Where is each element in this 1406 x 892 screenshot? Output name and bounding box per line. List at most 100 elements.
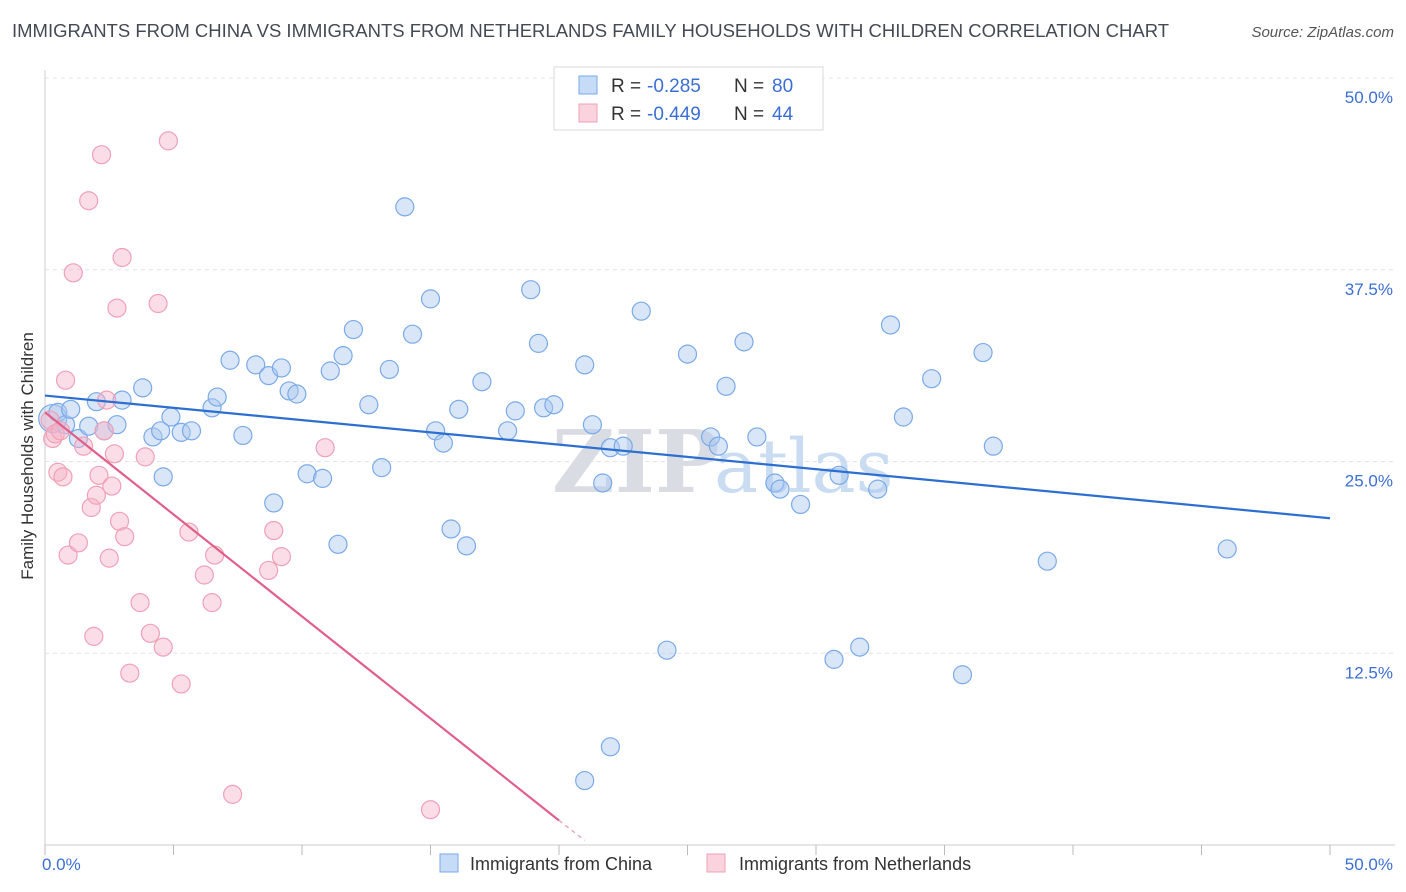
point-netherlands-21 — [104, 444, 124, 464]
legend-china-n-value: 80 — [772, 76, 793, 97]
point-china-38 — [420, 289, 441, 309]
top-legend: R = -0.285 N = 80 R = -0.449 N = 44 — [553, 66, 824, 131]
point-china-43 — [456, 536, 477, 556]
x-tick-label-1: 50.0% — [1345, 855, 1393, 874]
point-china-28 — [312, 468, 333, 488]
point-netherlands-40 — [264, 520, 284, 541]
point-china-66 — [790, 494, 811, 515]
point-netherlands-34 — [179, 522, 199, 542]
x-tick-label-0: 0.0% — [42, 855, 81, 874]
point-netherlands-16 — [91, 145, 112, 165]
point-china-77 — [1037, 551, 1057, 571]
watermark-zip: ZIP — [552, 412, 720, 513]
point-china-41 — [441, 519, 461, 539]
point-netherlands-11 — [79, 191, 99, 211]
point-china-51 — [575, 355, 595, 375]
trend-line-netherlands — [44, 411, 560, 822]
point-china-71 — [880, 315, 901, 335]
point-china-20 — [233, 425, 253, 446]
point-china-24 — [264, 493, 284, 513]
point-china-72 — [893, 407, 913, 427]
legend-china-r-label: R = — [611, 76, 641, 97]
point-china-67 — [824, 649, 844, 669]
point-china-3 — [61, 399, 81, 419]
point-netherlands-33 — [171, 674, 191, 694]
point-china-65 — [770, 479, 790, 499]
point-netherlands-8 — [63, 263, 83, 283]
point-netherlands-23 — [109, 511, 130, 531]
point-netherlands-20 — [102, 476, 122, 496]
point-china-40 — [433, 433, 453, 453]
legend-netherlands-r-label: R = — [611, 104, 641, 125]
point-netherlands-2 — [45, 424, 65, 444]
point-china-14 — [161, 407, 181, 427]
point-netherlands-17 — [94, 421, 114, 441]
point-netherlands-27 — [130, 593, 150, 613]
point-china-53 — [593, 473, 613, 493]
point-netherlands-6 — [55, 370, 76, 390]
point-netherlands-36 — [202, 593, 222, 613]
point-china-21 — [246, 355, 266, 375]
point-china-33 — [359, 395, 379, 415]
y-tick-label-3: 50.0% — [1345, 88, 1393, 107]
point-netherlands-15 — [89, 465, 109, 485]
point-china-31 — [333, 346, 353, 366]
source-label: Source: ZipAtlas.com — [1251, 24, 1394, 41]
point-netherlands-25 — [115, 527, 135, 547]
trend-line-china — [44, 394, 1331, 520]
series-netherlands-points — [40, 131, 441, 820]
point-china-34 — [372, 458, 392, 478]
point-china-60 — [708, 436, 728, 456]
point-netherlands-12 — [81, 497, 101, 518]
legend-swatch-netherlands — [578, 103, 598, 123]
point-netherlands-28 — [135, 447, 155, 467]
point-china-15 — [171, 422, 191, 442]
trend-lines — [44, 394, 1331, 841]
point-china-52 — [582, 415, 603, 435]
point-china-48 — [528, 333, 549, 353]
point-china-62 — [734, 332, 754, 352]
point-china-69 — [850, 637, 870, 657]
point-china-10 — [133, 378, 153, 398]
bottom-legend-swatch-netherlands — [706, 853, 726, 873]
point-netherlands-7 — [58, 545, 78, 565]
point-china-80 — [575, 770, 595, 791]
point-china-27 — [297, 464, 317, 484]
y-tick-labels: 12.5% 25.0% 37.5% 50.0% — [1345, 88, 1393, 682]
point-china-5 — [79, 416, 99, 436]
point-netherlands-42 — [315, 438, 335, 458]
point-china-58 — [677, 344, 698, 364]
y-tick-label-0: 12.5% — [1345, 663, 1393, 682]
legend-china-r-value: -0.285 — [647, 76, 701, 97]
point-china-42 — [449, 399, 469, 419]
bottom-legend-netherlands: Immigrants from Netherlands — [739, 854, 971, 874]
y-tick-label-2: 37.5% — [1345, 280, 1393, 299]
point-china-79 — [600, 737, 621, 757]
y-tick-label-1: 25.0% — [1345, 472, 1393, 491]
legend-china-n-label: N = — [734, 76, 764, 97]
point-netherlands-35 — [194, 565, 214, 585]
point-netherlands-9 — [68, 533, 89, 553]
bottom-legend: Immigrants from China Immigrants from Ne… — [439, 853, 971, 874]
point-china-11 — [143, 427, 163, 447]
bottom-legend-swatch-china — [439, 853, 459, 873]
point-china-37 — [402, 324, 423, 344]
point-china-70 — [868, 479, 888, 499]
point-china-39 — [426, 421, 446, 441]
point-china-63 — [747, 427, 767, 447]
point-netherlands-5 — [53, 467, 73, 487]
point-china-12 — [151, 421, 171, 441]
point-china-44 — [472, 372, 492, 392]
point-china-35 — [379, 359, 399, 380]
point-china-64 — [765, 473, 785, 493]
point-netherlands-32 — [158, 131, 178, 151]
point-china-32 — [343, 319, 363, 340]
legend-box — [553, 66, 824, 131]
point-china-26 — [287, 384, 307, 404]
point-china-9 — [112, 390, 132, 410]
point-netherlands-13 — [84, 626, 104, 646]
point-china-76 — [983, 436, 1003, 456]
point-china-16 — [181, 421, 202, 441]
legend-netherlands-n-label: N = — [734, 104, 764, 125]
